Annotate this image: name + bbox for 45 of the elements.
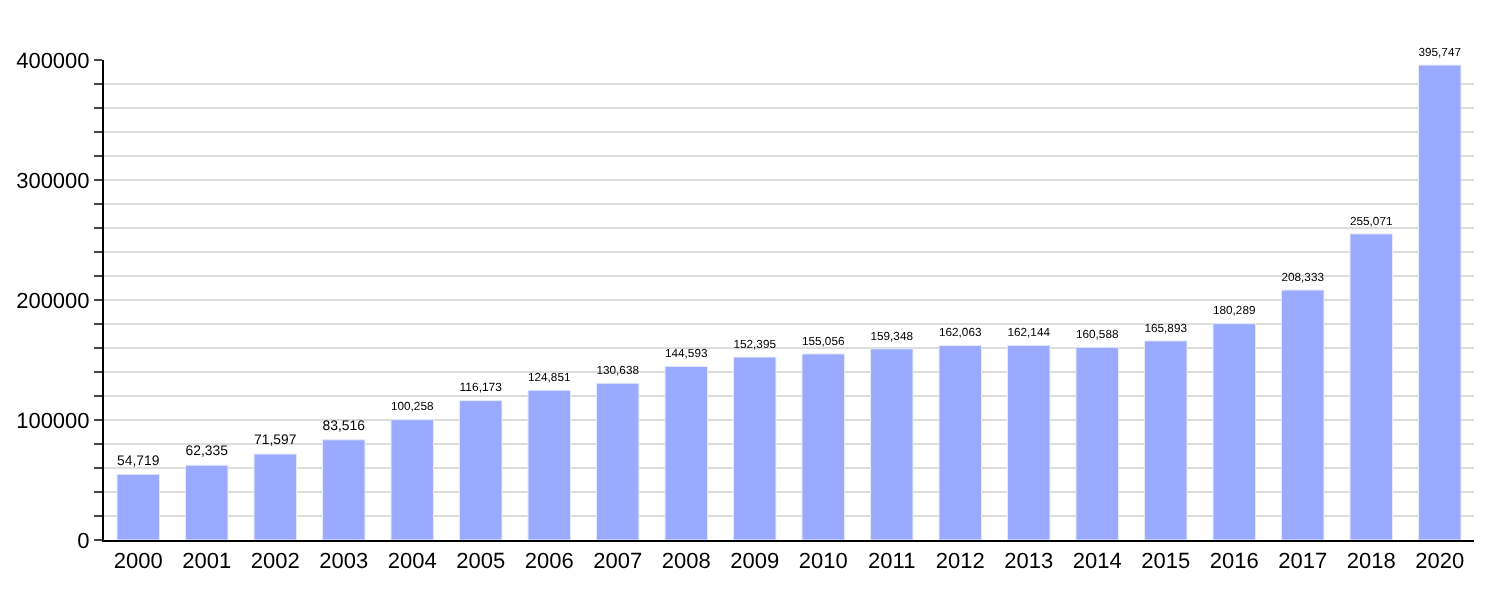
- x-tick-label: 2020: [1415, 550, 1465, 575]
- bar: [596, 382, 640, 540]
- x-tick-label: 2001: [182, 550, 232, 575]
- bar: [1349, 233, 1393, 540]
- x-tick-label: 2015: [1141, 550, 1191, 575]
- bar: [1075, 346, 1119, 540]
- x-tick-label: 2002: [250, 550, 300, 575]
- y-tick-label: 400000: [16, 49, 90, 74]
- bar: [1007, 344, 1051, 540]
- x-tick-label: 2009: [730, 550, 780, 575]
- x-tick-label: 2007: [593, 550, 643, 575]
- x-tick-label: 2011: [868, 550, 916, 575]
- x-tick-label: 2016: [1209, 550, 1259, 575]
- y-tick-label: 0: [77, 529, 90, 554]
- bar: [1144, 340, 1188, 540]
- bar: [253, 453, 297, 540]
- bar: [801, 353, 845, 540]
- bar: [1418, 64, 1462, 540]
- bar: [1212, 323, 1256, 540]
- y-tick-label: 200000: [16, 289, 90, 314]
- bar: [733, 356, 777, 540]
- bar: [322, 439, 366, 540]
- x-tick-label: 2018: [1346, 550, 1396, 575]
- y-tick-label: 300000: [16, 169, 90, 194]
- x-tick-label: 2008: [661, 550, 711, 575]
- bar: [459, 400, 503, 540]
- x-tick-label: 2014: [1072, 550, 1122, 575]
- bar: [664, 365, 708, 540]
- x-tick-label: 2017: [1278, 550, 1328, 575]
- x-tick-label: 2012: [935, 550, 985, 575]
- x-tick-label: 2003: [319, 550, 369, 575]
- bar: [116, 473, 160, 540]
- x-tick-label: 2000: [113, 550, 163, 575]
- bar: [1281, 289, 1325, 540]
- x-tick-label: 2013: [1004, 550, 1054, 575]
- bar: [390, 419, 434, 540]
- bar: [870, 348, 914, 540]
- bar: [938, 345, 982, 540]
- x-tick-label: 2006: [524, 550, 574, 575]
- x-tick-label: 2005: [456, 550, 506, 575]
- x-tick-label: 2004: [387, 550, 437, 575]
- bar: [185, 464, 229, 540]
- bar: [527, 389, 571, 540]
- x-tick-label: 2010: [798, 550, 848, 575]
- y-tick-label: 100000: [16, 409, 90, 434]
